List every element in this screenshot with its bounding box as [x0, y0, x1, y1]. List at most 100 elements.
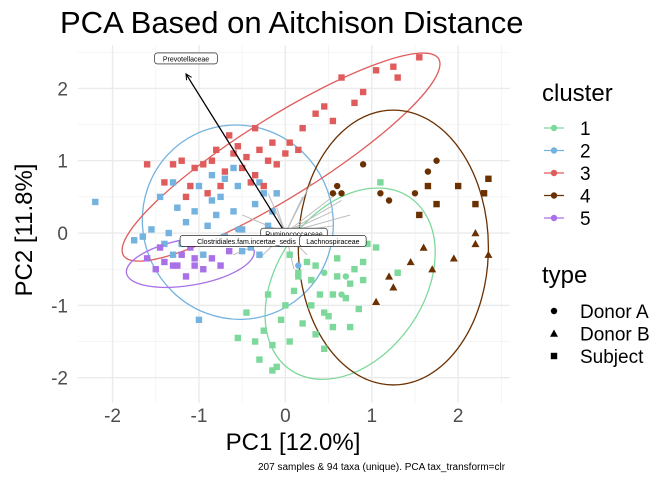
- point-cluster-2: [148, 226, 155, 233]
- point-cluster-4: [471, 229, 480, 237]
- axis-ticks: -2 -1 0 1 2 -2 -1 0 1 2: [51, 79, 463, 427]
- point-cluster-1: [234, 334, 242, 342]
- point-cluster-2: [217, 193, 224, 201]
- point-cluster-4: [449, 254, 458, 262]
- point-cluster-1: [303, 258, 311, 266]
- minor-loading-line: [267, 193, 286, 234]
- point-cluster-5: [182, 273, 190, 280]
- point-cluster-1: [346, 323, 354, 331]
- point-cluster-3: [351, 99, 358, 107]
- y-axis-title: PC2 [11.8%]: [11, 164, 38, 297]
- caption: 207 samples & 94 taxa (unique). PCA tax_…: [258, 462, 506, 473]
- point-cluster-5: [143, 255, 151, 262]
- loading-label-box: [154, 52, 218, 65]
- ellipse-cluster-3: [121, 52, 441, 262]
- point-cluster-2: [295, 262, 302, 269]
- point-cluster-1: [282, 302, 289, 309]
- point-cluster-2: [256, 251, 263, 258]
- point-cluster-2: [260, 190, 267, 197]
- minor-loading-line: [285, 200, 342, 234]
- point-cluster-3: [226, 132, 233, 139]
- point-cluster-3: [169, 161, 177, 168]
- point-cluster-2: [191, 208, 198, 215]
- loading-arrows: PrevotellaceaeRuminococcaceaeClostridial…: [154, 52, 367, 247]
- point-cluster-2: [195, 316, 203, 324]
- point-cluster-5: [208, 255, 216, 262]
- point-cluster-1: [364, 240, 371, 248]
- point-cluster-4: [416, 211, 423, 219]
- y-tick-label: 2: [57, 79, 68, 100]
- point-cluster-1: [273, 363, 280, 371]
- point-cluster-3: [286, 139, 293, 146]
- point-cluster-1: [308, 302, 315, 309]
- point-cluster-3: [372, 67, 380, 74]
- point-cluster-1: [351, 266, 358, 273]
- point-cluster-3: [247, 179, 254, 186]
- point-cluster-5: [200, 266, 207, 273]
- point-cluster-1: [312, 331, 319, 338]
- cluster-ellipses: [121, 52, 490, 386]
- point-cluster-4: [419, 243, 428, 251]
- point-cluster-4: [472, 200, 479, 208]
- ellipse-cluster-4: [297, 109, 490, 386]
- point-cluster-1: [329, 291, 337, 298]
- point-cluster-4: [433, 200, 440, 208]
- legend-type-title: type: [542, 262, 587, 289]
- point-cluster-1: [342, 273, 350, 280]
- point-cluster-3: [295, 146, 302, 154]
- point-cluster-4: [454, 182, 462, 190]
- ellipse-cluster-2: [141, 124, 334, 321]
- point-cluster-4: [471, 239, 480, 248]
- minor-loading-line: [284, 196, 304, 234]
- point-cluster-2: [208, 197, 216, 204]
- point-cluster-1: [286, 338, 293, 345]
- point-cluster-1: [334, 255, 341, 262]
- point-cluster-2: [208, 171, 216, 179]
- point-cluster-1: [243, 309, 250, 316]
- point-cluster-2: [256, 179, 263, 186]
- point-cluster-3: [187, 182, 194, 190]
- point-cluster-3: [273, 161, 280, 168]
- point-cluster-3: [230, 150, 237, 157]
- legend-cluster-swatch: [550, 192, 558, 199]
- point-cluster-3: [269, 139, 276, 146]
- point-cluster-3: [208, 157, 216, 164]
- legend-cluster-swatch: [550, 169, 558, 177]
- point-cluster-4: [372, 297, 381, 305]
- point-cluster-3: [359, 88, 367, 96]
- point-cluster-3: [390, 63, 397, 70]
- point-cluster-2: [195, 182, 203, 190]
- legend-cluster-label: 2: [580, 142, 591, 163]
- legend-cluster-swatch: [550, 147, 558, 154]
- minor-loading-line: [285, 192, 338, 234]
- point-cluster-3: [260, 182, 267, 190]
- chart-title: PCA Based on Aitchison Distance: [60, 5, 524, 40]
- legend-type-label: Subject: [580, 347, 644, 368]
- point-cluster-2: [251, 200, 259, 208]
- point-cluster-3: [282, 150, 289, 157]
- point-cluster-1: [334, 273, 341, 280]
- loading-label: Lachnospiraceae: [306, 239, 359, 246]
- point-cluster-5: [152, 266, 159, 273]
- point-cluster-2: [139, 233, 146, 240]
- point-cluster-3: [204, 190, 211, 197]
- point-cluster-4: [334, 182, 341, 190]
- point-cluster-5: [226, 247, 233, 255]
- point-cluster-1: [295, 273, 302, 280]
- loading-arrow: [186, 74, 286, 234]
- point-cluster-5: [161, 258, 168, 266]
- point-cluster-1: [394, 269, 401, 277]
- point-cluster-2: [213, 211, 220, 219]
- point-cluster-2: [169, 251, 177, 258]
- point-cluster-4: [377, 190, 384, 197]
- point-cluster-4: [485, 175, 492, 182]
- point-cluster-4: [385, 272, 394, 280]
- point-cluster-1: [260, 327, 267, 334]
- point-cluster-5: [217, 262, 224, 269]
- point-cluster-1: [321, 269, 328, 277]
- point-cluster-2: [182, 218, 190, 226]
- point-cluster-1: [264, 291, 272, 298]
